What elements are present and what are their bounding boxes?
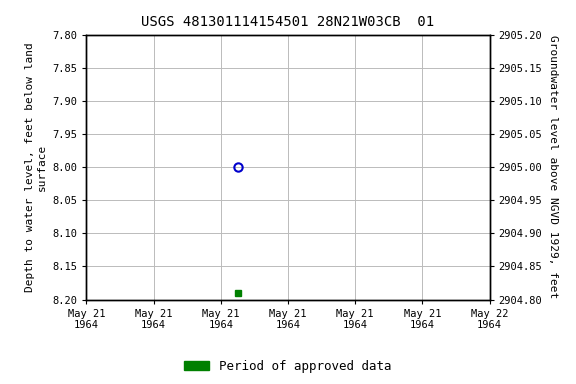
Legend: Period of approved data: Period of approved data: [179, 355, 397, 378]
Title: USGS 481301114154501 28N21W03CB  01: USGS 481301114154501 28N21W03CB 01: [142, 15, 434, 29]
Y-axis label: Groundwater level above NGVD 1929, feet: Groundwater level above NGVD 1929, feet: [548, 35, 558, 299]
Y-axis label: Depth to water level, feet below land
surface: Depth to water level, feet below land su…: [25, 42, 47, 292]
